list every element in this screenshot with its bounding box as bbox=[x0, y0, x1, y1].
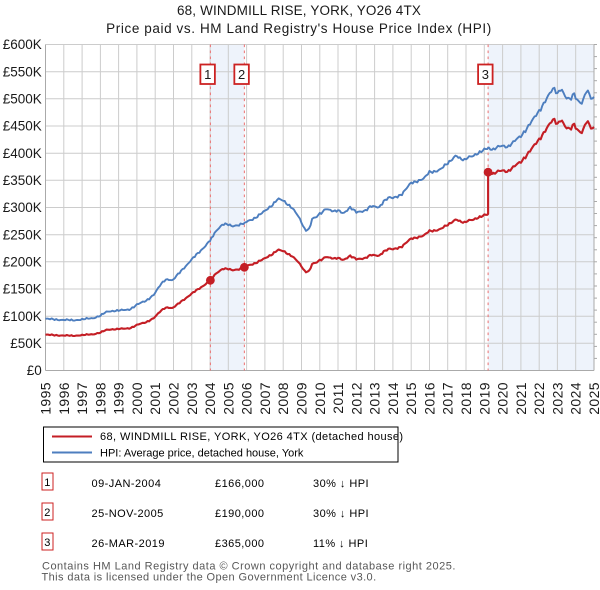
svg-text:£150K: £150K bbox=[3, 282, 42, 297]
svg-text:2014: 2014 bbox=[385, 382, 401, 415]
svg-text:11% ↓ HPI: 11% ↓ HPI bbox=[313, 538, 368, 550]
svg-text:£200K: £200K bbox=[3, 255, 42, 270]
svg-text:1997: 1997 bbox=[74, 382, 90, 415]
svg-text:£400K: £400K bbox=[3, 146, 42, 161]
svg-text:09-JAN-2004: 09-JAN-2004 bbox=[92, 478, 162, 490]
svg-text:26-MAR-2019: 26-MAR-2019 bbox=[92, 538, 165, 550]
svg-text:£300K: £300K bbox=[3, 200, 42, 215]
svg-text:2018: 2018 bbox=[458, 382, 474, 415]
svg-text:2000: 2000 bbox=[129, 382, 145, 415]
svg-text:2: 2 bbox=[44, 507, 51, 519]
svg-text:£350K: £350K bbox=[3, 173, 42, 188]
svg-text:£500K: £500K bbox=[3, 92, 42, 107]
svg-text:30% ↓ HPI: 30% ↓ HPI bbox=[313, 478, 369, 490]
svg-text:2006: 2006 bbox=[239, 382, 255, 415]
svg-text:2022: 2022 bbox=[531, 382, 547, 415]
svg-text:2003: 2003 bbox=[184, 382, 200, 415]
svg-text:2002: 2002 bbox=[166, 382, 182, 415]
svg-text:1998: 1998 bbox=[92, 382, 108, 415]
svg-text:2008: 2008 bbox=[275, 382, 291, 415]
svg-text:3: 3 bbox=[44, 537, 51, 549]
svg-text:2025: 2025 bbox=[586, 382, 600, 415]
svg-text:2004: 2004 bbox=[202, 382, 218, 415]
svg-text:HPI: Average price, detached h: HPI: Average price, detached house, York bbox=[100, 448, 304, 460]
svg-text:2020: 2020 bbox=[495, 382, 511, 415]
svg-text:1999: 1999 bbox=[111, 382, 127, 415]
svg-text:£190,000: £190,000 bbox=[215, 508, 264, 520]
svg-text:2005: 2005 bbox=[220, 382, 236, 415]
svg-text:68, WINDMILL RISE, YORK, YO26: 68, WINDMILL RISE, YORK, YO26 4TX (detac… bbox=[100, 431, 403, 443]
svg-text:2019: 2019 bbox=[476, 382, 492, 415]
svg-text:This data is licensed under th: This data is licensed under the Open Gov… bbox=[42, 571, 377, 583]
svg-text:2013: 2013 bbox=[367, 382, 383, 415]
svg-text:1: 1 bbox=[204, 67, 211, 82]
svg-text:£100K: £100K bbox=[3, 309, 42, 324]
svg-text:2011: 2011 bbox=[330, 382, 346, 414]
svg-text:68, WINDMILL RISE, YORK, YO26: 68, WINDMILL RISE, YORK, YO26 4TX bbox=[177, 3, 421, 18]
svg-text:1: 1 bbox=[44, 477, 51, 489]
svg-text:2010: 2010 bbox=[312, 382, 328, 415]
svg-text:£166,000: £166,000 bbox=[215, 478, 264, 490]
svg-text:1996: 1996 bbox=[56, 382, 72, 415]
svg-text:2015: 2015 bbox=[403, 382, 419, 415]
svg-text:£0: £0 bbox=[27, 363, 42, 378]
svg-text:3: 3 bbox=[482, 67, 489, 82]
svg-text:£600K: £600K bbox=[3, 37, 42, 52]
svg-text:30% ↓ HPI: 30% ↓ HPI bbox=[313, 508, 369, 520]
svg-text:2001: 2001 bbox=[147, 382, 163, 415]
svg-text:2007: 2007 bbox=[257, 382, 273, 415]
svg-text:25-NOV-2005: 25-NOV-2005 bbox=[92, 508, 164, 520]
svg-text:Price paid vs. HM Land Registr: Price paid vs. HM Land Registry's House … bbox=[106, 21, 492, 36]
svg-text:£50K: £50K bbox=[10, 336, 42, 351]
svg-text:£365,000: £365,000 bbox=[215, 538, 264, 550]
svg-text:2023: 2023 bbox=[549, 382, 565, 415]
svg-text:2016: 2016 bbox=[422, 382, 438, 415]
svg-text:2012: 2012 bbox=[348, 382, 364, 415]
svg-text:2021: 2021 bbox=[513, 382, 529, 415]
svg-text:Contains HM Land Registry data: Contains HM Land Registry data © Crown c… bbox=[42, 561, 456, 573]
svg-text:2024: 2024 bbox=[568, 382, 584, 415]
svg-text:2017: 2017 bbox=[440, 382, 456, 415]
svg-text:£450K: £450K bbox=[3, 119, 42, 134]
svg-text:2: 2 bbox=[238, 67, 245, 82]
svg-text:£550K: £550K bbox=[3, 64, 42, 79]
svg-text:£250K: £250K bbox=[3, 227, 42, 242]
svg-text:1995: 1995 bbox=[38, 382, 54, 415]
svg-text:2009: 2009 bbox=[294, 382, 310, 415]
